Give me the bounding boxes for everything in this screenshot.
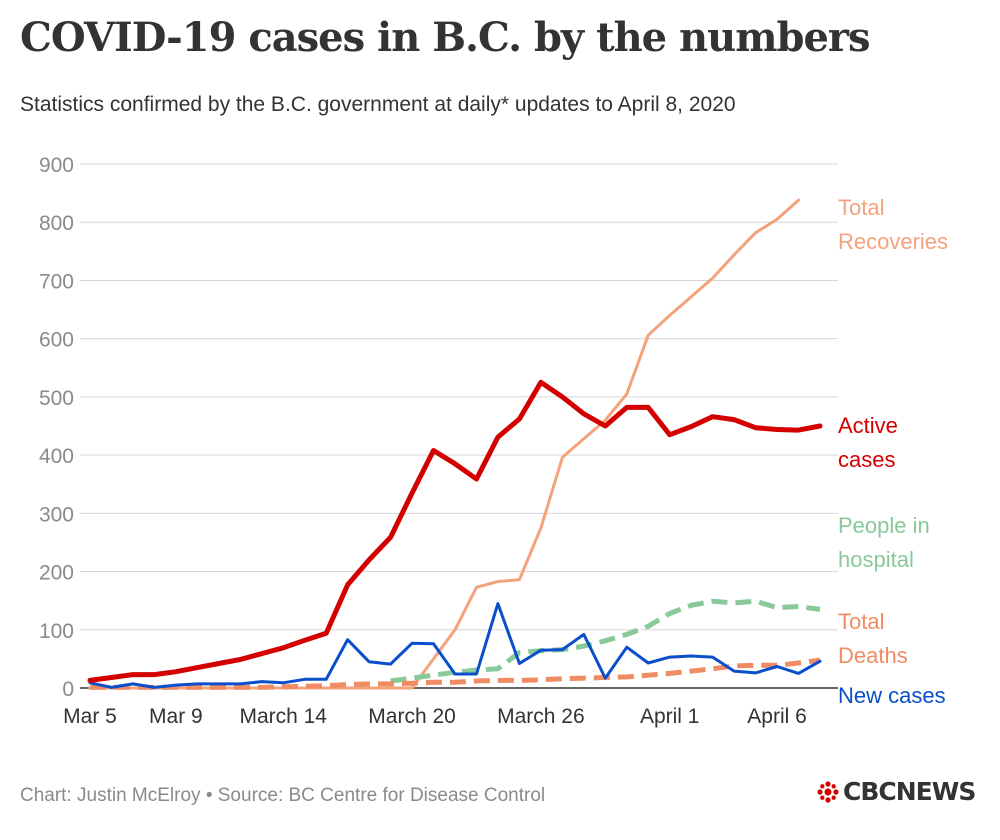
series-label-new-cases: New cases	[838, 683, 946, 708]
y-tick-label: 600	[39, 329, 74, 352]
y-tick-label: 300	[39, 503, 74, 526]
series-labels: Total Recoveries Active cases People in hospi…	[838, 195, 948, 708]
series-label-people-in-hospital: People in hospital	[838, 513, 930, 572]
x-tick-label: April 6	[747, 705, 807, 728]
cbc-news-logo: CBCNEWS	[817, 777, 976, 806]
x-tick-label: March 26	[497, 705, 585, 728]
series-line-new-cases	[88, 602, 822, 689]
series-line-active-cases	[87, 379, 823, 683]
chart-source: Chart: Justin McElroy • Source: BC Centr…	[20, 785, 546, 806]
x-tick-label: Mar 5	[63, 705, 117, 728]
chart-subtitle: Statistics confirmed by the B.C. governm…	[20, 93, 736, 116]
y-tick-label: 500	[39, 387, 74, 410]
y-tick-label: 200	[39, 562, 74, 585]
chart-title: COVID-19 cases in B.C. by the numbers	[20, 14, 871, 61]
x-tick-label: March 14	[239, 705, 327, 728]
series-line-people-in-hospital	[390, 598, 821, 684]
series-label-total-recoveries: Total Recoveries	[838, 195, 948, 254]
y-axis-ticks: 0 100 200 300 400 500 600 700 800 900	[39, 154, 74, 701]
series-line-total-recoveries	[88, 198, 800, 690]
logo-text: CBCNEWS	[843, 777, 976, 806]
x-axis-ticks: Mar 5 Mar 9 March 14 March 20 March 26 April …	[63, 705, 807, 728]
y-tick-label: 100	[39, 620, 74, 643]
x-tick-label: Mar 9	[149, 705, 203, 728]
y-tick-label: 0	[62, 678, 74, 701]
series-lines	[87, 198, 823, 690]
gridlines	[80, 163, 838, 689]
cbc-gem-icon	[817, 780, 839, 803]
x-tick-label: March 20	[368, 705, 456, 728]
y-tick-label: 800	[39, 212, 74, 235]
series-label-total-deaths: Total Deaths	[838, 609, 908, 668]
x-tick-label: April 1	[640, 705, 700, 728]
y-tick-label: 700	[39, 270, 74, 293]
series-label-active-cases: Active cases	[838, 413, 898, 472]
series-line-total-deaths	[90, 657, 821, 690]
y-tick-label: 400	[39, 445, 74, 468]
y-tick-label: 900	[39, 154, 74, 177]
